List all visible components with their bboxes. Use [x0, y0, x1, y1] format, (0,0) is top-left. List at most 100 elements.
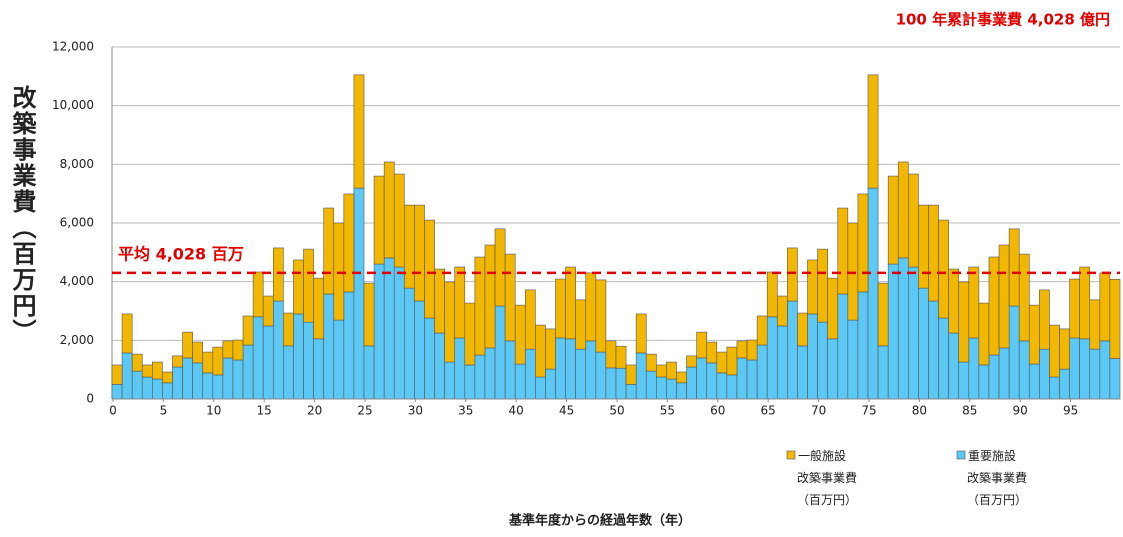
bar-segment [454, 266, 466, 339]
bar-segment [1039, 348, 1050, 400]
bar-segment [1099, 340, 1111, 400]
bar-segment [514, 304, 526, 365]
bar-segment [192, 362, 204, 400]
bar-segment [676, 382, 687, 400]
bar-segment [545, 368, 556, 400]
bar-segment [444, 281, 456, 363]
bar-segment [837, 293, 849, 400]
bar-segment [645, 370, 657, 400]
bar-segment [1018, 340, 1030, 400]
bar-segment [404, 204, 415, 289]
bar-segment [404, 287, 415, 400]
bar-segment [363, 345, 375, 400]
bar-segment [152, 361, 163, 380]
bar-segment [293, 313, 304, 400]
x-tick-label: 70 [811, 404, 826, 418]
y-tick-label: 0 [86, 392, 94, 406]
x-axis-title: 基準年度からの経過年数（年） [508, 513, 691, 529]
bar-segment [968, 266, 980, 339]
bar-segment [696, 331, 708, 359]
bar-segment [908, 173, 919, 268]
bar-segment [625, 384, 637, 400]
bar-segment [192, 341, 204, 364]
bar-segment [504, 340, 516, 400]
bar-segment [152, 378, 163, 400]
bar-segment [776, 295, 788, 327]
bar-segment [1109, 358, 1121, 400]
bar-segment [615, 367, 627, 400]
bar-segment [716, 351, 728, 374]
bar-segment [232, 339, 244, 361]
bar-segment [565, 338, 576, 400]
bar-segment [1069, 278, 1080, 339]
bar-segment [121, 352, 133, 400]
bar-segment [1069, 337, 1080, 400]
bar-segment [484, 244, 496, 349]
x-tick-label: 40 [509, 404, 524, 418]
bar-segment [514, 363, 526, 400]
bar-segment [928, 204, 939, 302]
bar-segment [706, 362, 718, 400]
bar-segment [262, 325, 274, 400]
bar-segment [222, 357, 234, 400]
bar-segment [202, 372, 214, 400]
bar-segment [555, 337, 566, 400]
legend-label: 一般施設改築事業費（百万円） [797, 448, 857, 507]
bar-segment [706, 341, 718, 364]
bar-segment [111, 364, 123, 385]
bar-segment [363, 282, 375, 347]
bar-segment [454, 337, 466, 400]
bar-segment [776, 325, 788, 400]
bar-segment [847, 319, 859, 400]
bar-segment [615, 345, 627, 369]
bar-segment [817, 248, 828, 323]
bar-segment [434, 332, 445, 400]
bar-segment [736, 357, 748, 400]
bar-segment [666, 378, 677, 400]
bar-segment [272, 300, 284, 400]
bar-segment [605, 340, 617, 369]
bar-segment [968, 337, 980, 400]
bar-segment [1109, 279, 1121, 359]
x-tick-label: 95 [1063, 404, 1078, 418]
bar-segment [212, 374, 224, 400]
x-tick-label: 15 [257, 404, 272, 418]
bar-segment [958, 281, 970, 363]
x-tick-label: 55 [660, 404, 675, 418]
bar-segment [726, 346, 738, 376]
bar-segment [272, 247, 284, 302]
bar-segment [827, 277, 839, 340]
bar-segment [131, 370, 143, 400]
bar-segment [373, 263, 385, 400]
bar-segment [696, 357, 708, 400]
bar-segment [787, 300, 798, 400]
bar-segment [494, 305, 506, 400]
bar-segment [837, 207, 849, 295]
bar-segment [424, 317, 435, 400]
bar-segment [393, 266, 405, 400]
bar-segment [908, 266, 919, 400]
bar-segment [111, 384, 123, 400]
bar-segment [887, 175, 899, 265]
x-tick-label: 0 [109, 404, 117, 418]
bar-segment [797, 312, 808, 347]
bar-segment [756, 315, 768, 346]
bar-segment [555, 278, 566, 339]
bar-segment [414, 300, 425, 400]
bar-segment [474, 354, 486, 400]
bar-segment [303, 321, 314, 400]
bar-segment [303, 248, 314, 323]
bar-segment [807, 313, 818, 400]
bar-segment [1099, 272, 1111, 342]
bar-segment [877, 282, 889, 347]
bar-segment [252, 316, 264, 400]
y-tick-label: 10,000 [52, 98, 94, 112]
bar-segment [797, 345, 808, 400]
legend-swatch [956, 450, 966, 460]
bar-segment [162, 382, 173, 400]
bar-segment [524, 348, 536, 400]
bar-segment [867, 74, 879, 189]
bar-segment [383, 161, 395, 259]
bar-segment [1039, 289, 1050, 350]
bar-segment [887, 263, 899, 400]
